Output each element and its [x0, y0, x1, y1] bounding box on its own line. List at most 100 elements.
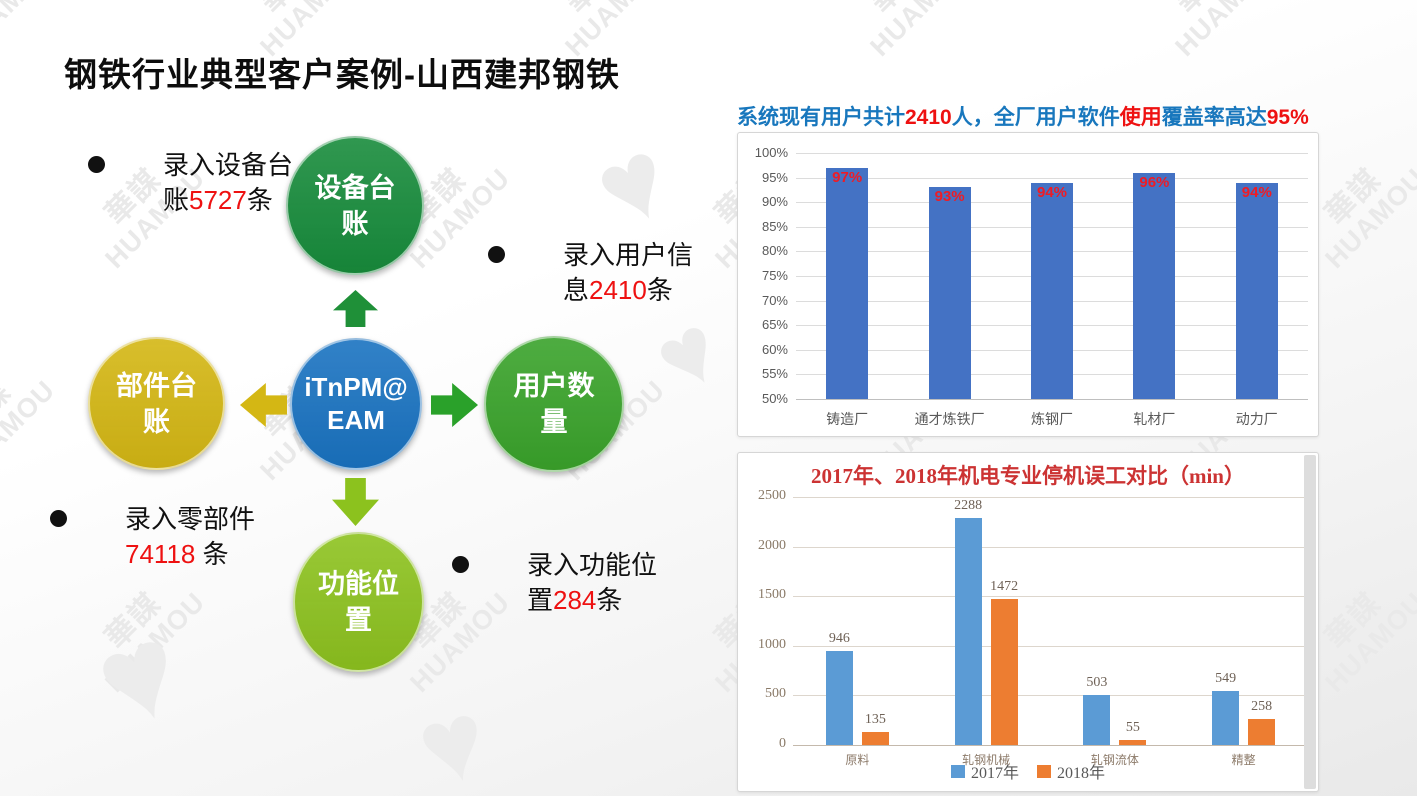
legend-label: 2018年	[1057, 765, 1106, 782]
y-axis-tick-label: 50%	[761, 391, 788, 406]
legend-label: 2017年	[970, 765, 1019, 782]
gridline	[793, 695, 1308, 697]
bullet-dot-icon	[452, 556, 469, 573]
bullet-dot-icon	[50, 510, 67, 527]
stat-segment: 95%	[1266, 106, 1309, 129]
arrow-right-icon	[431, 383, 478, 427]
y-axis-tick-label: 60%	[761, 341, 788, 357]
node-user-count: 用户数量	[484, 336, 624, 472]
watermark-latin: HUAMOU	[0, 0, 61, 62]
bullet-user-info: 录入用户信息2410条	[488, 238, 705, 308]
downtime-bar	[1248, 719, 1276, 745]
bar-value-label: 93%	[934, 188, 965, 206]
y-axis-tick-label: 85%	[761, 218, 788, 234]
node-user-count-label: 用户数量	[513, 371, 595, 437]
node-itnpm-eam: iTnPM@ EAM	[290, 338, 422, 470]
node-parts-ledger: 部件台账	[88, 337, 225, 470]
coverage-chart-panel: 100% 95% 90% 85% 80% 75% 70% 65% 60% 55% 50% 97% 铸造厂…	[737, 132, 1319, 437]
coverage-stats-line: 系统现有用户共计2410人，全厂用户软件使用覆盖率高达95%	[737, 101, 1337, 131]
watermark-latin: HUAMOU	[99, 586, 211, 698]
right-gray-strip	[1304, 455, 1316, 789]
gridline	[793, 546, 1308, 548]
x-axis-category-label: 轧材厂	[1133, 411, 1176, 427]
downtime-chart-legend: 2017年 2018年	[738, 759, 1318, 783]
node-functional-location: 功能位置	[293, 532, 424, 672]
slide-title: 钢铁行业典型客户案例-山西建邦钢铁	[64, 56, 620, 93]
y-axis-tick-label: 90%	[761, 194, 788, 210]
watermark-cjk: 華謀	[0, 374, 18, 444]
y-axis-tick-label: 55%	[761, 366, 788, 382]
coverage-bar	[826, 167, 869, 399]
coverage-bar-chart: 100% 95% 90% 85% 80% 75% 70% 65% 60% 55% 50% 97% 铸造厂…	[738, 133, 1318, 436]
y-axis-tick-label: 1500	[758, 587, 786, 603]
stat-number: 74118	[125, 539, 196, 569]
downtime-chart-title: 2017年、2018年机电专业停机误工对比（min）	[810, 464, 1245, 488]
legend-swatch-icon	[950, 764, 965, 778]
x-axis-category-label: 炼钢厂	[1030, 411, 1073, 427]
stat-segment: 覆盖率高达	[1161, 106, 1267, 129]
coverage-bar	[1133, 172, 1176, 399]
coverage-bar	[1031, 182, 1073, 399]
bar-value-label: 135	[864, 711, 886, 727]
bullet-dot-icon	[488, 246, 505, 263]
watermark-cjk: 華謀	[0, 0, 40, 41]
y-axis-tick-label: 65%	[761, 317, 788, 333]
y-axis-tick-label: 80%	[761, 243, 788, 259]
legend-item: 2018年	[1037, 759, 1105, 783]
gridline	[796, 399, 1308, 400]
downtime-bar	[1083, 695, 1111, 745]
x-axis-category-label: 铸造厂	[826, 411, 869, 427]
petal-watermark-icon: ♥	[637, 294, 739, 415]
downtime-bar	[861, 731, 889, 745]
bar-value-label: 503	[1086, 675, 1108, 691]
watermark-latin: HUAMOU	[864, 0, 976, 62]
petal-watermark-icon: ♥	[405, 675, 501, 796]
node-functional-location-label: 功能位置	[318, 569, 399, 635]
x-axis-category-label: 轧钢机械	[962, 753, 1011, 767]
y-axis-tick-label: 0	[779, 736, 786, 751]
arrow-down-icon	[332, 478, 379, 526]
y-axis-tick-label: 2500	[758, 488, 786, 503]
watermark-latin: HUAMOU	[1319, 586, 1417, 698]
bar-value-label: 1472	[990, 578, 1019, 594]
bar-value-label: 258	[1251, 699, 1273, 715]
gridline	[796, 177, 1308, 179]
gridline	[793, 497, 1308, 498]
stat-segment: 系统现有用户共计	[737, 106, 905, 129]
coverage-bar	[928, 187, 971, 399]
bullet-equipment-ledger: 录入设备台账5727条	[88, 148, 305, 218]
coverage-bar	[1235, 182, 1278, 399]
bar-value-label: 94%	[1036, 183, 1068, 201]
y-axis-tick-label: 500	[765, 686, 786, 702]
watermark-cjk: 華謀	[233, 0, 345, 41]
bar-value-label: 55	[1125, 719, 1140, 735]
arrow-left-icon	[240, 383, 287, 427]
x-axis-category-label: 精整	[1231, 753, 1256, 767]
bar-value-label: 97%	[832, 168, 863, 186]
downtime-bar	[1212, 690, 1240, 745]
y-axis-tick-label: 2000	[758, 537, 786, 553]
bar-value-label: 2288	[954, 498, 983, 514]
gridline	[796, 153, 1308, 154]
watermark-cjk: 華謀	[99, 586, 168, 656]
petal-watermark-icon: ♥	[577, 113, 689, 254]
stat-segment: 2410	[905, 106, 952, 129]
watermark-latin: HUAMOU	[0, 374, 61, 486]
y-axis-tick-label: 95%	[761, 169, 788, 185]
downtime-bar	[1119, 739, 1147, 745]
stat-segment: 人，全厂用户软件	[951, 106, 1120, 129]
x-axis-category-label: 动力厂	[1235, 411, 1278, 427]
bullet-spare-parts: 录入零部件74118 条	[50, 502, 267, 572]
node-equipment-ledger: 设备台账	[286, 136, 424, 275]
x-axis-category-label: 通才炼铁厂	[914, 411, 985, 427]
stat-number: 5727	[189, 185, 247, 215]
node-equipment-ledger-label: 设备台账	[314, 172, 396, 239]
arrow-up-icon	[333, 290, 378, 327]
y-axis-tick-label: 70%	[761, 292, 788, 308]
stat-number: 284	[553, 585, 597, 615]
